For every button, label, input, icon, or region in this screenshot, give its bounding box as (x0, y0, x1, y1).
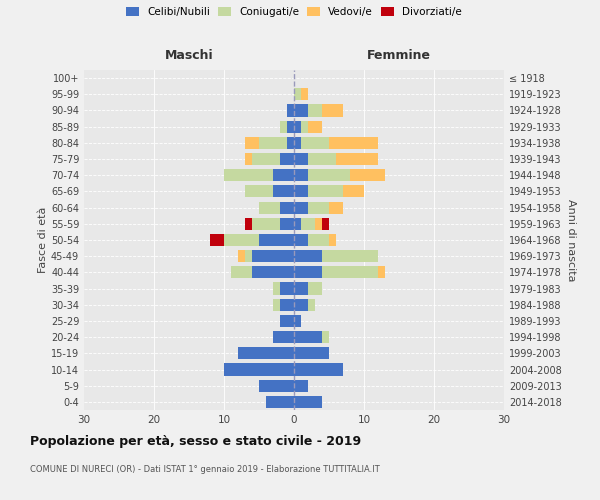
Y-axis label: Fasce di età: Fasce di età (38, 207, 48, 273)
Bar (224, 169, 273, 181)
Text: Maschi: Maschi (164, 49, 214, 62)
Text: Femmine: Femmine (367, 49, 431, 62)
Legend: Celibi/Nubili, Coniugati/e, Vedovi/e, Divorziati/e: Celibi/Nubili, Coniugati/e, Vedovi/e, Di… (124, 5, 464, 20)
Bar (280, 282, 294, 294)
Bar (273, 282, 280, 294)
Bar (294, 266, 322, 278)
Bar (322, 266, 378, 278)
Bar (280, 153, 294, 165)
Bar (308, 202, 329, 213)
Bar (238, 348, 294, 360)
Bar (322, 104, 343, 117)
Bar (294, 218, 301, 230)
Bar (336, 153, 378, 165)
Y-axis label: Anni di nascita: Anni di nascita (566, 198, 575, 281)
Bar (329, 234, 336, 246)
Bar (315, 218, 322, 230)
Bar (308, 169, 350, 181)
Bar (245, 250, 252, 262)
Bar (301, 137, 329, 149)
Bar (259, 202, 280, 213)
Bar (294, 169, 308, 181)
Bar (224, 234, 259, 246)
Bar (287, 137, 294, 149)
Bar (294, 380, 308, 392)
Bar (245, 186, 273, 198)
Bar (308, 298, 315, 311)
Bar (308, 120, 322, 132)
Bar (245, 153, 252, 165)
Bar (308, 104, 322, 117)
Bar (252, 153, 280, 165)
Bar (280, 298, 294, 311)
Bar (273, 169, 294, 181)
Bar (294, 153, 308, 165)
Bar (294, 234, 308, 246)
Bar (322, 331, 329, 343)
Bar (308, 153, 336, 165)
Bar (322, 250, 378, 262)
Bar (301, 120, 308, 132)
Bar (259, 380, 294, 392)
Bar (280, 120, 287, 132)
Bar (245, 137, 259, 149)
Bar (294, 137, 301, 149)
Bar (273, 298, 280, 311)
Bar (308, 282, 322, 294)
Bar (294, 120, 301, 132)
Bar (329, 202, 343, 213)
Bar (231, 266, 252, 278)
Bar (259, 234, 294, 246)
Bar (301, 88, 308, 101)
Bar (280, 218, 294, 230)
Bar (252, 266, 294, 278)
Text: COMUNE DI NURECI (OR) - Dati ISTAT 1° gennaio 2019 - Elaborazione TUTTITALIA.IT: COMUNE DI NURECI (OR) - Dati ISTAT 1° ge… (30, 465, 380, 474)
Bar (322, 218, 329, 230)
Bar (294, 298, 308, 311)
Bar (294, 202, 308, 213)
Bar (287, 104, 294, 117)
Bar (266, 396, 294, 408)
Bar (294, 364, 343, 376)
Bar (294, 331, 322, 343)
Bar (224, 364, 294, 376)
Bar (287, 120, 294, 132)
Bar (259, 137, 287, 149)
Bar (294, 315, 301, 327)
Bar (238, 250, 245, 262)
Bar (294, 282, 308, 294)
Bar (294, 88, 301, 101)
Bar (378, 266, 385, 278)
Bar (294, 396, 322, 408)
Bar (280, 315, 294, 327)
Bar (273, 331, 294, 343)
Bar (308, 186, 343, 198)
Text: Popolazione per età, sesso e stato civile - 2019: Popolazione per età, sesso e stato civil… (30, 435, 361, 448)
Bar (343, 186, 364, 198)
Bar (294, 186, 308, 198)
Bar (280, 202, 294, 213)
Bar (308, 234, 329, 246)
Bar (294, 348, 329, 360)
Bar (294, 104, 308, 117)
Bar (210, 234, 224, 246)
Bar (273, 186, 294, 198)
Bar (301, 218, 315, 230)
Bar (245, 218, 252, 230)
Bar (294, 250, 322, 262)
Bar (329, 137, 378, 149)
Bar (350, 169, 385, 181)
Bar (252, 218, 280, 230)
Bar (252, 250, 294, 262)
